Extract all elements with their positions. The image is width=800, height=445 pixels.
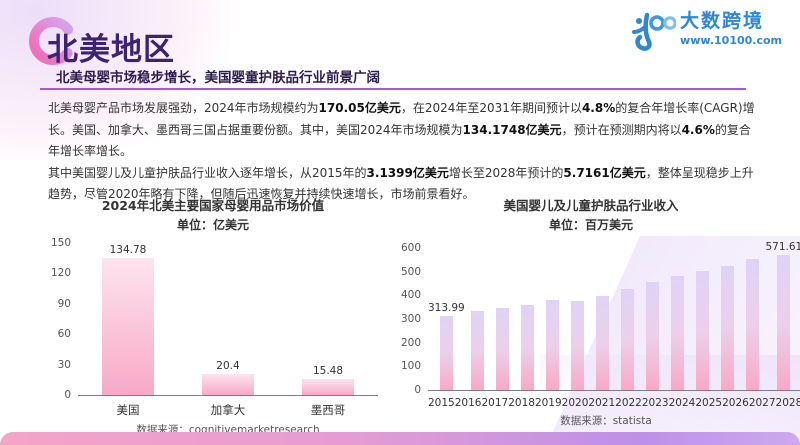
bar bbox=[439, 315, 453, 390]
x-axis-label: 2028 bbox=[775, 397, 800, 409]
y-tick-label: 90 bbox=[57, 297, 71, 310]
chart-unit-label: 单位：百万美元 bbox=[548, 218, 633, 232]
x-axis-label: 2023 bbox=[641, 397, 669, 409]
bar bbox=[621, 289, 635, 390]
bar-2024 bbox=[665, 276, 690, 390]
paragraph: 北美母婴产品市场发展强劲，2024年市场规模约为170.05亿美元，在2024年… bbox=[48, 101, 755, 158]
y-tick-label: 600 bbox=[400, 242, 421, 254]
bar-2023 bbox=[640, 281, 665, 390]
bar-value-label: 313.99 bbox=[428, 301, 465, 314]
y-tick-label: 500 bbox=[400, 265, 421, 278]
bar-2025 bbox=[690, 271, 715, 390]
bar bbox=[721, 266, 735, 390]
bar bbox=[646, 281, 660, 390]
bar-value-label: 571.61 bbox=[765, 240, 800, 253]
y-axis: 0 30 60 90 120 150 bbox=[48, 237, 78, 401]
x-axis-label: 墨西哥 bbox=[310, 403, 346, 417]
bar-2017 bbox=[490, 307, 515, 390]
bar-2028: 571.61 bbox=[766, 241, 800, 390]
x-axis-label: 2022 bbox=[615, 397, 642, 409]
bar bbox=[746, 259, 760, 390]
bar-value-label: 134.78 bbox=[109, 244, 147, 257]
bar-value-label: 20.4 bbox=[216, 360, 240, 373]
bar-墨西哥: 15.48 bbox=[278, 365, 378, 395]
bar bbox=[520, 304, 534, 390]
x-axis-label: 2017 bbox=[481, 397, 509, 409]
bar-加拿大: 20.4 bbox=[178, 360, 278, 395]
chart-plot: 0 30 60 90 120 150 134.78 20.4 15.48 美国 加拿大 墨西哥 bbox=[48, 237, 378, 418]
x-axis-labels: 2015 2016 2017 2018 2019 2020 2021 2022 2023 2024… bbox=[428, 397, 800, 409]
y-tick-label: 150 bbox=[50, 237, 71, 249]
brand-logo: 大数跨境 www.10100.com bbox=[632, 10, 782, 52]
ring-decoration-icon bbox=[29, 17, 77, 65]
10100-logo-icon bbox=[632, 12, 677, 51]
chart-title: 美国婴儿及儿童护肤品行业收入 bbox=[503, 198, 679, 213]
x-axis-label: 2015 bbox=[428, 397, 455, 409]
y-tick-label: 300 bbox=[400, 313, 421, 325]
chart-plot: 0 100 200 300 400 500 600 313.99 571.61 2015 201… bbox=[398, 241, 800, 409]
bar bbox=[545, 300, 559, 390]
y-tick-label: 120 bbox=[50, 267, 71, 280]
bar bbox=[671, 276, 685, 390]
bars-area: 313.99 571.61 bbox=[428, 241, 800, 391]
bar-value-label: 15.48 bbox=[312, 365, 344, 378]
page-title: 北美地区 bbox=[47, 32, 175, 68]
y-tick-label: 0 bbox=[414, 384, 421, 396]
x-axis-labels: 美国 加拿大 墨西哥 bbox=[78, 402, 378, 418]
x-axis-label: 2024 bbox=[668, 397, 696, 409]
x-axis-label: 2018 bbox=[508, 397, 535, 409]
bar-2015: 313.99 bbox=[428, 302, 465, 390]
x-axis-label: 2025 bbox=[695, 397, 723, 409]
y-axis: 0 100 200 300 400 500 600 bbox=[398, 242, 428, 396]
bar bbox=[495, 307, 509, 390]
bar bbox=[202, 374, 254, 395]
bar-2018 bbox=[515, 304, 540, 390]
bar-2027 bbox=[740, 259, 765, 390]
bar bbox=[102, 258, 154, 395]
y-tick-label: 30 bbox=[57, 358, 71, 371]
y-tick-label: 200 bbox=[400, 336, 421, 349]
bar bbox=[696, 271, 710, 390]
header-divider bbox=[40, 88, 746, 90]
y-tick-label: 100 bbox=[400, 360, 421, 373]
bar bbox=[596, 296, 610, 390]
x-axis-label: 2027 bbox=[748, 397, 776, 409]
bar bbox=[302, 379, 354, 395]
bar-2019 bbox=[540, 300, 565, 390]
x-axis-label: 2020 bbox=[561, 397, 589, 409]
x-axis-label: 2019 bbox=[534, 397, 562, 409]
chart-us-baby-skincare-revenue: 美国婴儿及儿童护肤品行业收入 单位：百万美元 0 100 200 300 400 500 6… bbox=[398, 198, 800, 428]
bar-2026 bbox=[715, 266, 740, 390]
chart-north-america-market-value: 2024年北美主要国家母婴用品市场价值 单位：亿美元 0 30 60 90 120 150… bbox=[48, 198, 378, 437]
x-axis-label: 2026 bbox=[722, 397, 749, 409]
bar-美国: 134.78 bbox=[78, 244, 178, 395]
bar-2020 bbox=[565, 300, 590, 390]
bottom-gradient-bar bbox=[0, 432, 800, 445]
chart-title: 2024年北美主要国家母婴用品市场价值 bbox=[101, 198, 325, 213]
y-tick-label: 0 bbox=[64, 389, 71, 401]
x-axis-label: 加拿大 bbox=[210, 403, 246, 417]
chart-source: 数据来源：statista bbox=[560, 415, 652, 427]
x-axis-label: 2016 bbox=[454, 397, 482, 409]
brand-url: www.10100.com bbox=[680, 34, 782, 47]
body-text: 北美母婴产品市场发展强劲，2024年市场规模约为170.05亿美元，在2024年… bbox=[48, 98, 758, 206]
y-tick-label: 400 bbox=[400, 289, 421, 302]
x-axis-label: 2021 bbox=[588, 397, 616, 409]
brand-name: 大数跨境 bbox=[680, 10, 765, 32]
bar-2016 bbox=[465, 311, 490, 390]
chart-unit-label: 单位：亿美元 bbox=[176, 218, 249, 232]
bar-2021 bbox=[590, 296, 615, 390]
bars-area: 134.78 20.4 15.48 bbox=[78, 243, 378, 396]
bar bbox=[470, 311, 484, 390]
paragraph: 其中美国婴儿及儿童护肤品行业收入逐年增长，从2015年的3.1399亿美元增长至… bbox=[48, 165, 754, 202]
y-tick-label: 60 bbox=[57, 328, 71, 341]
bar-2022 bbox=[615, 289, 640, 390]
page-subtitle: 北美母婴市场稳步增长，美国婴童护肤品行业前景广阔 bbox=[56, 70, 380, 86]
bar bbox=[571, 300, 585, 390]
bar bbox=[777, 254, 791, 390]
x-axis-label: 美国 bbox=[116, 403, 140, 417]
